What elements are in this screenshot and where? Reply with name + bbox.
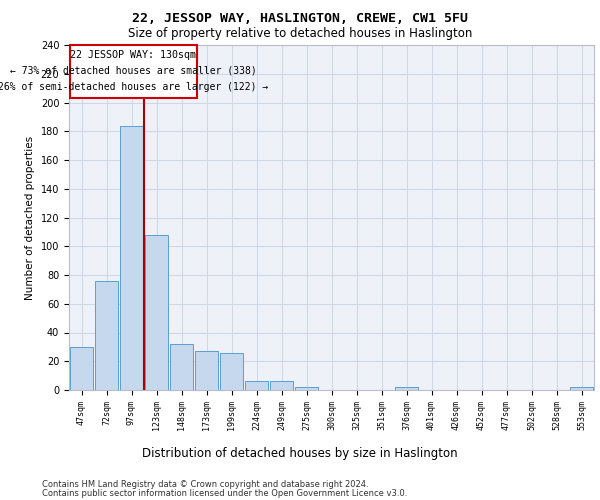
Bar <box>95 281 118 390</box>
Bar <box>145 235 168 390</box>
Bar <box>195 351 218 390</box>
Bar <box>170 344 193 390</box>
Bar <box>270 382 293 390</box>
Bar <box>570 387 593 390</box>
Bar <box>120 126 143 390</box>
Bar <box>395 387 418 390</box>
Text: Distribution of detached houses by size in Haslington: Distribution of detached houses by size … <box>142 448 458 460</box>
Text: 22 JESSOP WAY: 130sqm: 22 JESSOP WAY: 130sqm <box>70 50 196 60</box>
Bar <box>70 347 93 390</box>
Y-axis label: Number of detached properties: Number of detached properties <box>25 136 35 300</box>
Text: 22, JESSOP WAY, HASLINGTON, CREWE, CW1 5FU: 22, JESSOP WAY, HASLINGTON, CREWE, CW1 5… <box>132 12 468 26</box>
FancyBboxPatch shape <box>70 45 197 98</box>
Bar <box>220 352 243 390</box>
Text: 26% of semi-detached houses are larger (122) →: 26% of semi-detached houses are larger (… <box>0 82 268 92</box>
Bar <box>295 387 318 390</box>
Text: ← 73% of detached houses are smaller (338): ← 73% of detached houses are smaller (33… <box>10 66 256 76</box>
Text: Contains HM Land Registry data © Crown copyright and database right 2024.: Contains HM Land Registry data © Crown c… <box>42 480 368 489</box>
Bar <box>245 382 268 390</box>
Text: Contains public sector information licensed under the Open Government Licence v3: Contains public sector information licen… <box>42 488 407 498</box>
Text: Size of property relative to detached houses in Haslington: Size of property relative to detached ho… <box>128 28 472 40</box>
